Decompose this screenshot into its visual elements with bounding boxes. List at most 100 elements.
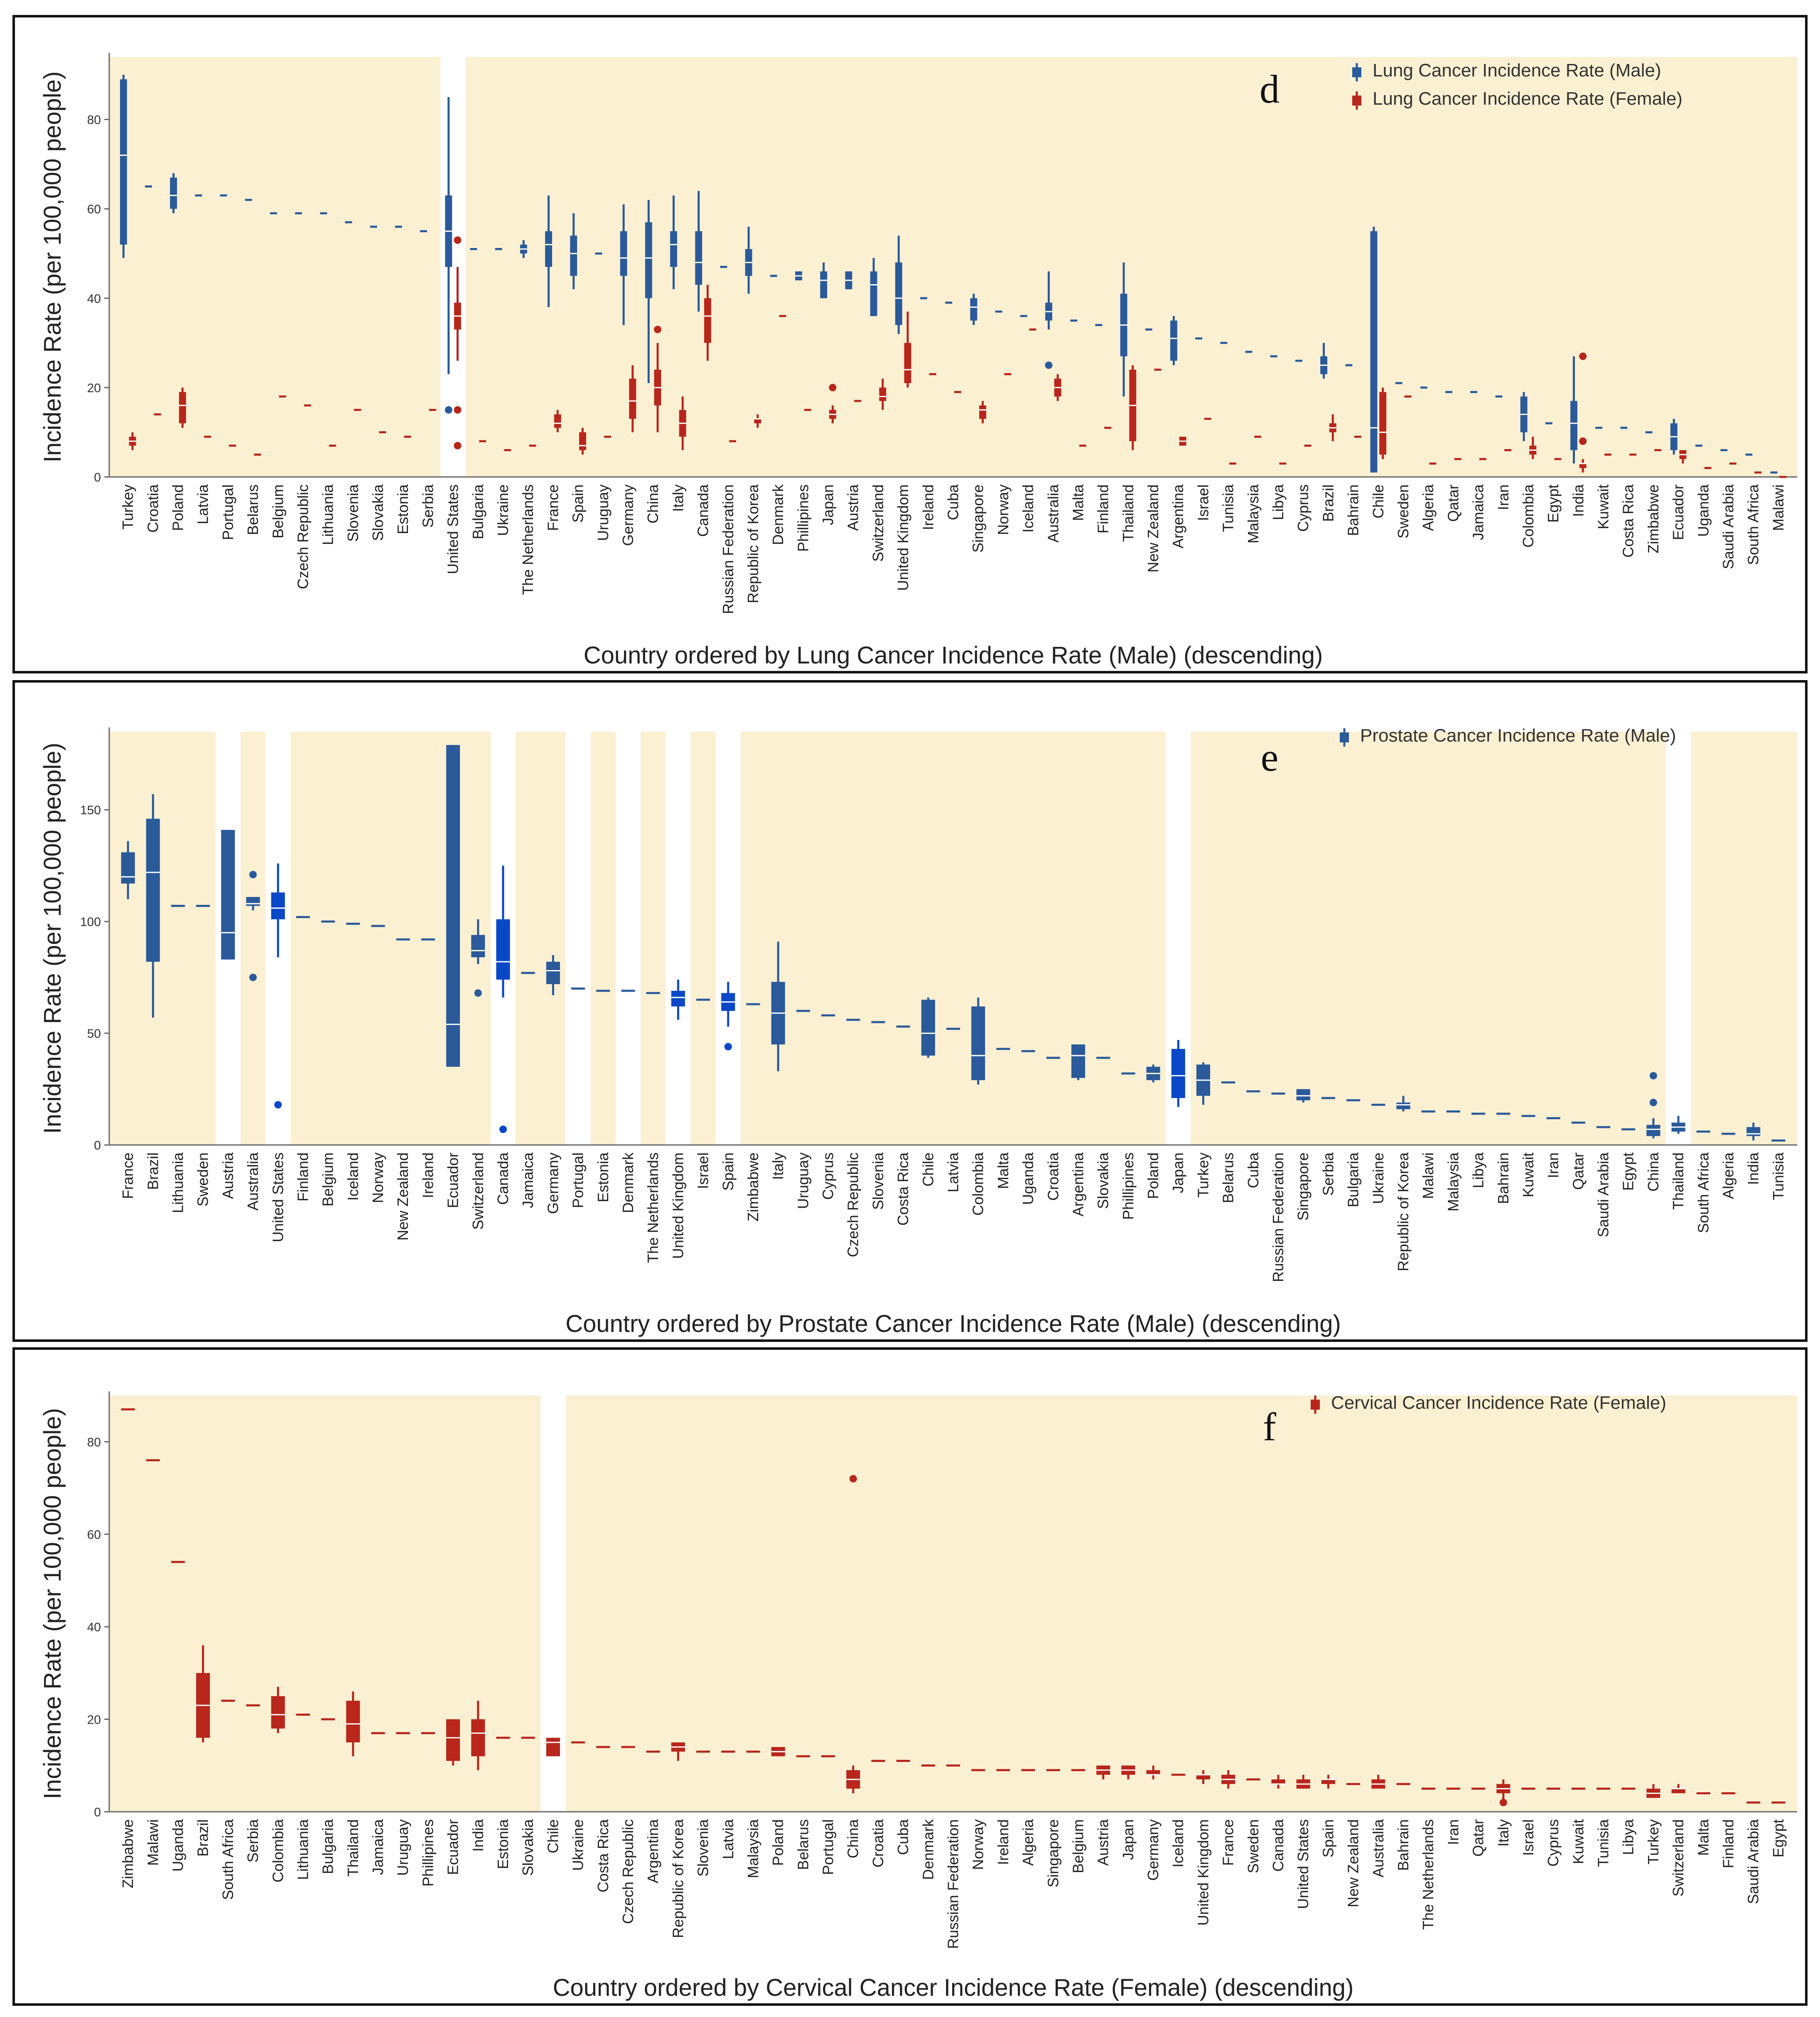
box <box>904 343 911 383</box>
category-label: Zimbabwe <box>744 1152 761 1221</box>
x-axis-label: Country ordered by Cervical Cancer Incid… <box>553 1974 1354 2001</box>
box <box>570 236 577 276</box>
category-label: Jamaica <box>519 1152 536 1208</box>
category-label: Norway <box>970 1819 987 1870</box>
outlier-point <box>849 1475 857 1483</box>
outlier-point <box>454 442 462 450</box>
category-label: Turkey <box>119 484 136 530</box>
category-label: Latvia <box>194 484 211 524</box>
category-label: Malaysia <box>744 1819 761 1878</box>
category-label: Ecuador <box>445 1152 462 1208</box>
category-label: Japan <box>1169 1152 1186 1193</box>
category-label: Malawi <box>1770 484 1787 531</box>
category-label: Belarus <box>244 484 261 535</box>
category-label: South Africa <box>1745 484 1762 565</box>
category-label: Poland <box>1145 1152 1162 1199</box>
legend-entry: Cervical Cancer Incidence Rate (Female) <box>1331 1393 1666 1413</box>
box <box>645 222 652 298</box>
category-label: New Zealand <box>1345 1819 1362 1907</box>
category-label: Sweden <box>194 1152 211 1206</box>
y-axis-label: Incidence Rate (per 100,000 people) <box>39 1408 66 1799</box>
background-band <box>1191 732 1666 1145</box>
box <box>1396 1102 1410 1109</box>
box <box>170 177 177 209</box>
category-label: Finland <box>294 1152 311 1201</box>
box <box>1746 1127 1761 1136</box>
category-label: Qatar <box>1444 484 1461 522</box>
box <box>1570 401 1577 450</box>
y-tick-label: 40 <box>87 1621 101 1634</box>
category-label: Czech Republic <box>294 484 311 589</box>
category-label: Bulgaria <box>1345 1152 1362 1207</box>
box <box>1646 1125 1660 1136</box>
category-label: Lithuania <box>319 484 336 545</box>
category-label: United Kingdom <box>894 484 911 591</box>
category-label: Denmark <box>619 1152 636 1213</box>
category-label: Ukraine <box>1370 1152 1387 1204</box>
category-label: Singapore <box>1294 1152 1312 1221</box>
series-male <box>121 745 1786 1142</box>
category-label: Algeria <box>1720 1152 1737 1199</box>
category-label: India <box>1569 484 1587 517</box>
category-label: Spain <box>1319 1819 1336 1857</box>
category-label: Serbia <box>244 1819 261 1862</box>
outlier-point <box>1045 361 1053 369</box>
category-label: Qatar <box>1470 1819 1487 1857</box>
plot-background <box>109 57 1798 477</box>
box <box>704 298 711 343</box>
category-label: Sweden <box>1395 484 1412 538</box>
category-label: Saudi Arabia <box>1745 1819 1762 1904</box>
box <box>1170 320 1177 361</box>
y-tick-label: 80 <box>87 113 101 127</box>
box <box>1296 1089 1310 1101</box>
category-label: Latvia <box>720 1819 737 1859</box>
category-label: Cuba <box>945 484 962 520</box>
panel-letter: d <box>1260 67 1280 111</box>
box <box>620 231 627 276</box>
box <box>970 298 978 321</box>
cervical-cancer-chart: 0 20 40 60 80 Incidence Rate (per 100,000 peo… <box>39 1391 1798 2001</box>
box <box>895 262 902 325</box>
outlier-point <box>1499 1798 1507 1806</box>
box <box>1379 392 1387 455</box>
category-label: China <box>1645 1152 1662 1192</box>
outlier-point <box>829 383 837 391</box>
category-label: South Africa <box>1695 1152 1712 1233</box>
y-tick-label: 50 <box>87 1027 101 1041</box>
outlier-point <box>249 973 257 981</box>
category-label: Switzerland <box>1670 1819 1687 1897</box>
box <box>121 852 135 884</box>
category-label: New Zealand <box>1145 484 1162 572</box>
box <box>446 745 460 1067</box>
category-label: India <box>1745 1152 1762 1185</box>
category-label: Libya <box>1620 1819 1637 1855</box>
category-label: Ireland <box>995 1819 1012 1865</box>
outlier-point <box>1649 1072 1657 1080</box>
series-female <box>121 1408 1786 1806</box>
category-label: Belarus <box>1220 1152 1237 1203</box>
category-label: Finland <box>1095 484 1112 533</box>
category-label: Denmark <box>919 1819 936 1880</box>
y-axis-label: Incidence Rate (per 100,000 people) <box>39 743 66 1134</box>
box <box>971 1006 985 1081</box>
box <box>1321 1779 1335 1784</box>
category-label: Finland <box>1720 1819 1737 1868</box>
category-label: Malaysia <box>1245 484 1262 543</box>
category-label: Belgium <box>1069 1819 1086 1873</box>
category-label: Qatar <box>1569 1152 1587 1190</box>
category-label: Italy <box>1495 1819 1512 1847</box>
category-label: Malawi <box>1420 1152 1437 1199</box>
box <box>754 419 761 423</box>
category-label: Malawi <box>144 1819 161 1866</box>
y-tick-label: 0 <box>94 1139 101 1152</box>
category-label: Russian Federation <box>720 484 737 614</box>
background-band <box>109 732 216 1145</box>
y-tick-label: 0 <box>94 1806 101 1819</box>
category-label: Portugal <box>219 484 236 540</box>
box <box>820 271 828 298</box>
background-band <box>109 57 441 477</box>
category-label: Libya <box>1270 484 1287 520</box>
box <box>629 378 636 419</box>
outlier-point <box>249 871 257 879</box>
y-tick-label: 20 <box>87 381 101 395</box>
